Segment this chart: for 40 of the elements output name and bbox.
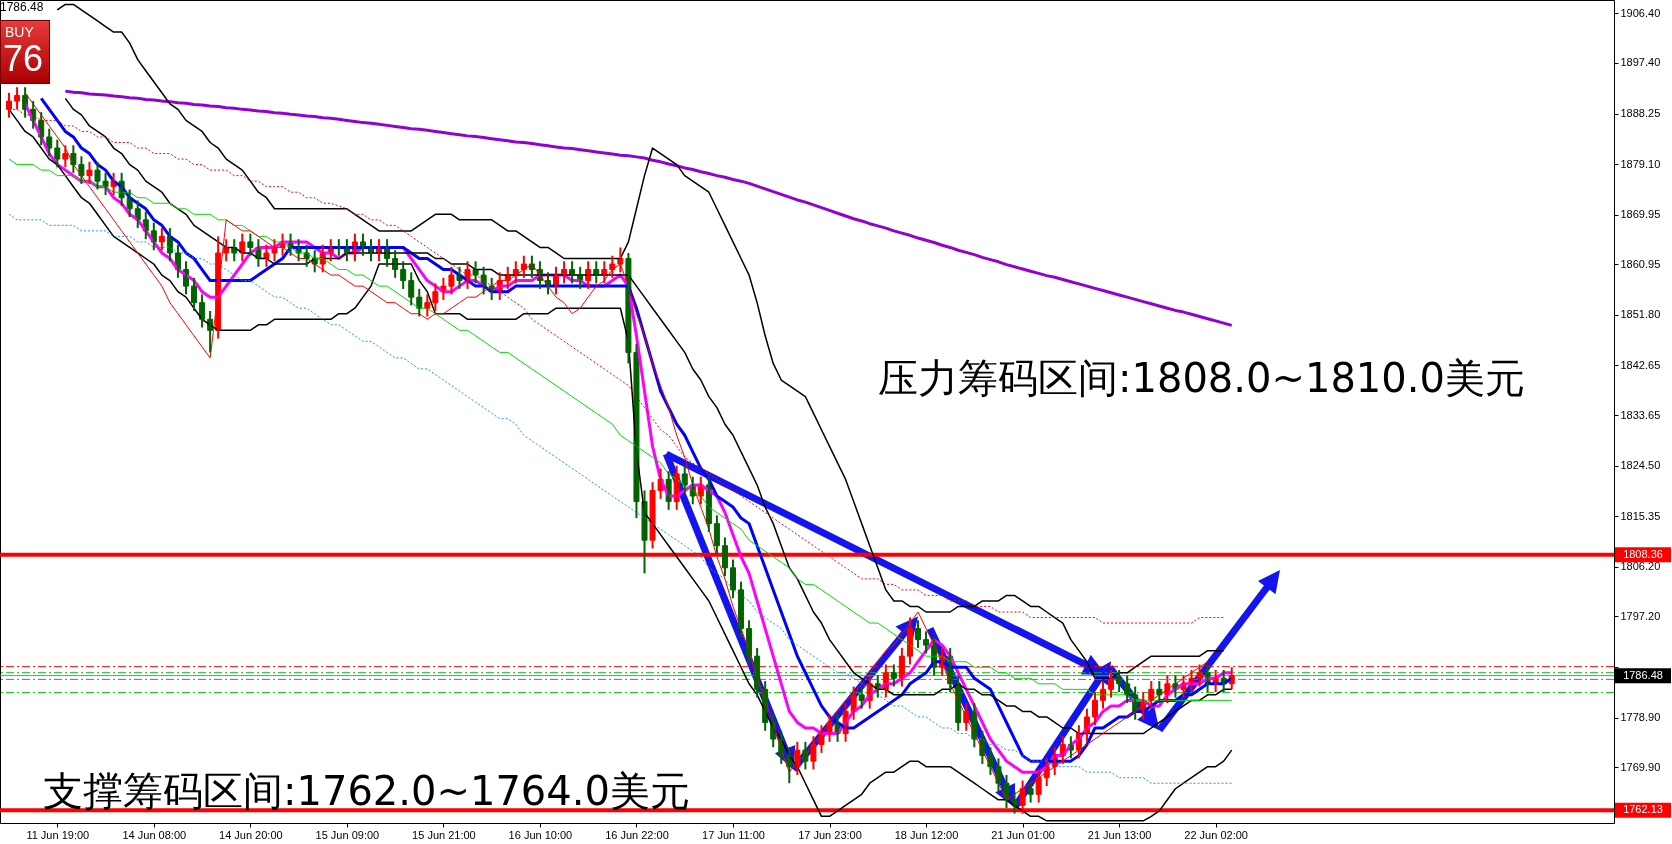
x-tick-label: 16 Jun 10:00 <box>508 828 573 841</box>
annotation: 1786.48 <box>0 0 44 14</box>
y-tick-label: 1769.90 <box>1620 760 1661 773</box>
y-tick-label: 1851.80 <box>1620 308 1661 321</box>
y-tick-label: 1815.35 <box>1620 509 1661 522</box>
y-tick-label: 1797.20 <box>1620 609 1661 622</box>
y-tick-label: 1860.95 <box>1620 257 1661 270</box>
y-tick-label: 1806.20 <box>1620 560 1661 573</box>
x-tick-label: 16 Jun 22:00 <box>605 828 669 841</box>
x-tick-label: 17 Jun 11:00 <box>702 828 765 841</box>
ref-line-label: 1808.36 <box>1623 547 1663 560</box>
y-tick-label: 1906.40 <box>1620 6 1661 19</box>
x-tick-label: 21 Jun 13:00 <box>1087 828 1152 841</box>
line-series <box>63 89 1234 327</box>
y-tick-label: 1869.95 <box>1620 208 1661 221</box>
ref-line-label: 1762.13 <box>1623 803 1663 816</box>
x-tick-label: 15 Jun 09:00 <box>315 828 380 841</box>
x-tick-label: 21 Jun 01:00 <box>991 828 1055 841</box>
y-tick-label: 1897.40 <box>1620 56 1661 69</box>
x-tick-label: 22 Jun 02:00 <box>1184 828 1248 841</box>
annotation: 76 <box>2 38 45 79</box>
y-tick-label: 1824.50 <box>1620 459 1661 472</box>
x-tick-label: 11 Jun 19:00 <box>26 828 90 841</box>
y-tick-label: 1833.65 <box>1620 408 1661 421</box>
annotation: 支撑筹码区间:1762.0~1764.0美元 <box>43 768 690 814</box>
candlestick <box>86 160 93 185</box>
y-tick-label: 1888.25 <box>1620 107 1661 120</box>
y-tick-label: 1778.90 <box>1620 711 1661 723</box>
x-tick-label: 18 Jun 12:00 <box>894 828 959 841</box>
y-tick-label: 1879.10 <box>1620 157 1661 170</box>
buy-button: BUY 76 <box>0 20 50 84</box>
x-tick-label: 15 Jun 21:00 <box>412 828 476 841</box>
y-tick-label: 1842.65 <box>1620 358 1661 371</box>
annotation: BUY <box>4 23 35 40</box>
x-tick-label: 17 Jun 23:00 <box>798 828 862 841</box>
annotation: 压力筹码区间:1808.0~1810.0美元 <box>878 355 1525 401</box>
x-tick-label: 14 Jun 20:00 <box>219 828 283 841</box>
ref-line-label: 1786.48 <box>1623 668 1663 681</box>
x-tick-label: 14 Jun 08:00 <box>122 828 187 841</box>
candlestick <box>1027 779 1034 804</box>
